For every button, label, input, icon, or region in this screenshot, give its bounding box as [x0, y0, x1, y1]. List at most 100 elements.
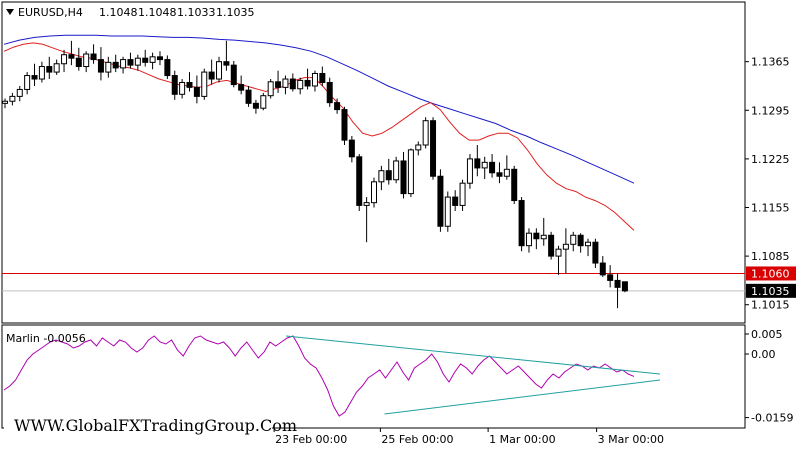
- bearish-candle: [238, 84, 245, 91]
- time-tick-label: 1 Mar 00:00: [489, 433, 555, 446]
- bullish-candle: [61, 54, 68, 65]
- bearish-candle: [437, 175, 444, 227]
- bullish-candle: [134, 57, 141, 66]
- bullish-candle: [525, 232, 532, 247]
- bullish-candle: [24, 75, 31, 90]
- bullish-candle: [562, 243, 569, 250]
- slow-moving-average-line: [3, 34, 635, 184]
- open-value: 1.1048: [99, 6, 138, 19]
- bullish-candle: [149, 56, 156, 63]
- bearish-candle: [164, 59, 171, 77]
- bearish-candle: [142, 57, 149, 63]
- bullish-candle: [105, 61, 112, 73]
- time-tick-label: 3 Mar 00:00: [598, 433, 664, 446]
- bullish-candle: [466, 158, 473, 184]
- bearish-candle: [326, 82, 333, 104]
- bullish-candle: [444, 196, 451, 227]
- bearish-candle: [186, 82, 193, 88]
- bullish-candle: [282, 78, 289, 88]
- level-price-label: 1.1060: [751, 267, 790, 280]
- bearish-candle: [548, 234, 555, 257]
- bullish-candle: [481, 161, 488, 169]
- price-tick-label: 1.1085: [751, 250, 790, 263]
- time-tick-label: 23 Feb 00:00: [275, 433, 347, 446]
- bullish-candle: [459, 182, 466, 206]
- indicator-label: Marlin -0.0056: [6, 332, 86, 345]
- bearish-candle: [230, 64, 237, 86]
- bullish-candle: [407, 149, 414, 195]
- bearish-candle: [245, 89, 252, 104]
- bearish-candle: [127, 59, 134, 66]
- indicator-axis: 0.005 0.00 -0.0159: [745, 328, 793, 425]
- bullish-candle: [201, 71, 208, 97]
- bearish-candle: [614, 279, 621, 288]
- bullish-candle: [503, 168, 510, 177]
- bullish-candle: [297, 79, 304, 90]
- bullish-candle: [363, 202, 370, 206]
- oscillator-trendline: [384, 379, 661, 415]
- close-value: 1.1035: [216, 6, 255, 19]
- bearish-candle: [208, 71, 215, 80]
- price-panel: [1, 1, 746, 324]
- bearish-candle: [348, 139, 355, 158]
- bearish-candle: [319, 72, 326, 83]
- bearish-candle: [511, 168, 518, 202]
- bearish-candle: [452, 196, 459, 206]
- bullish-candle: [179, 82, 186, 95]
- bearish-candle: [31, 75, 38, 80]
- bearish-candle: [334, 102, 341, 111]
- bullish-candle: [16, 88, 23, 97]
- bearish-candle: [68, 54, 75, 59]
- bullish-candle: [216, 61, 223, 80]
- bearish-candle: [341, 109, 348, 141]
- bearish-candle: [252, 102, 259, 109]
- bearish-candle: [97, 59, 104, 73]
- price-tick-label: 1.1365: [751, 56, 790, 69]
- bearish-candle: [592, 241, 599, 264]
- bearish-candle: [621, 281, 628, 292]
- bullish-candle: [9, 95, 16, 102]
- time-axis: 23 Feb 00:00 25 Feb 00:00 1 Mar 00:00 3 Mar…: [273, 428, 664, 446]
- oscillator-group: [3, 335, 661, 417]
- price-axis: 1.13651.12951.12251.11551.10851.10151.10…: [745, 56, 796, 312]
- watermark-text: WWW.GlobalFXTradingGroup.Com: [14, 416, 297, 435]
- bullish-candle: [570, 234, 577, 245]
- indicator-tick-label: 0.005: [751, 328, 783, 341]
- bearish-candle: [75, 57, 82, 68]
- low-value: 1.1033: [177, 6, 216, 19]
- bullish-candle: [393, 160, 400, 181]
- bullish-candle: [38, 66, 45, 80]
- bullish-candle: [585, 241, 592, 247]
- bearish-candle: [607, 274, 614, 281]
- bearish-candle: [193, 86, 200, 97]
- bullish-candle: [415, 144, 422, 151]
- bearish-candle: [400, 160, 407, 195]
- bearish-candle: [385, 170, 392, 181]
- bearish-candle: [90, 53, 97, 61]
- bearish-candle: [223, 61, 230, 66]
- watermark-box: [4, 410, 272, 437]
- bearish-candle: [112, 61, 119, 69]
- indicator-tick-label: 0.00: [751, 348, 776, 361]
- bullish-candle: [2, 100, 8, 104]
- bearish-candle: [156, 56, 163, 61]
- menu-triangle-icon[interactable]: [6, 9, 14, 15]
- indicator-tick-label: -0.0159: [751, 412, 793, 425]
- price-tick-label: 1.1015: [751, 299, 790, 312]
- bearish-candle: [275, 81, 282, 88]
- bearish-candle: [577, 234, 584, 247]
- bearish-candle: [430, 120, 437, 177]
- bullish-candle: [371, 181, 377, 204]
- current-price-label: 1.1035: [751, 285, 790, 298]
- price-level-group: [2, 272, 745, 292]
- bullish-candle: [555, 248, 562, 257]
- price-tick-label: 1.1295: [751, 104, 790, 117]
- bullish-candle: [120, 59, 127, 69]
- candles-group: [2, 40, 628, 309]
- bullish-candle: [422, 120, 429, 146]
- bullish-candle: [83, 53, 90, 68]
- bearish-candle: [289, 78, 296, 90]
- time-tick-label: 25 Feb 00:00: [381, 433, 453, 446]
- bearish-candle: [171, 75, 178, 95]
